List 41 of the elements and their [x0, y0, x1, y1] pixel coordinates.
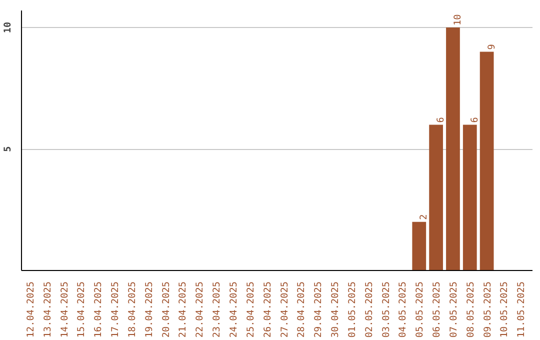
x-tick-label: 05.05.2025: [414, 281, 426, 338]
x-tick-label: 04.05.2025: [398, 281, 409, 338]
x-tick-label: 23.04.2025: [212, 281, 223, 338]
x-tick-label: 29.04.2025: [313, 281, 324, 338]
data-label: 10: [452, 14, 464, 26]
x-tick-label: 15.04.2025: [76, 281, 88, 338]
x-tick-label: 17.04.2025: [110, 281, 122, 338]
y-tick-label: 5: [2, 146, 14, 152]
x-tick-label: 13.04.2025: [42, 281, 54, 338]
x-tick-label: 11.05.2025: [516, 281, 528, 338]
x-tick-label: 21.04.2025: [178, 281, 189, 338]
x-tick-label: 12.04.2025: [25, 281, 36, 338]
x-tick-label: 25.04.2025: [245, 281, 256, 338]
x-tick-label: 22.04.2025: [194, 281, 206, 338]
x-tick-label: 03.05.2025: [380, 281, 392, 338]
x-tick-label: 30.04.2025: [330, 281, 342, 338]
x-tick-label: 10.05.2025: [499, 281, 510, 338]
bar: [412, 222, 426, 270]
x-tick-label: 14.04.2025: [59, 281, 70, 338]
x-tick-label: 09.05.2025: [482, 281, 494, 338]
x-tick-label: 26.04.2025: [262, 281, 274, 338]
x-tick-label: 28.04.2025: [296, 281, 308, 338]
x-tick-label: 27.04.2025: [279, 281, 290, 338]
bar: [462, 124, 477, 270]
bar: [429, 124, 443, 270]
data-label: 6: [469, 116, 480, 123]
x-tick-label: 18.04.2025: [126, 281, 138, 338]
x-tick-label: 08.05.2025: [465, 281, 476, 338]
x-tick-label: 06.05.2025: [432, 281, 443, 338]
x-tick-label: 02.05.2025: [364, 281, 375, 338]
bar: [446, 28, 460, 270]
x-tick-label: 01.05.2025: [346, 281, 358, 338]
data-label: 9: [486, 44, 498, 50]
x-tick-label: 24.04.2025: [228, 281, 240, 338]
data-label: 2: [418, 214, 430, 220]
x-tick-label: 16.04.2025: [93, 281, 104, 338]
x-tick-label: 20.04.2025: [160, 281, 172, 338]
bar: [480, 52, 494, 270]
data-label: 6: [436, 116, 447, 123]
x-tick-label: 19.04.2025: [144, 281, 155, 338]
x-tick-label: 07.05.2025: [448, 281, 460, 338]
